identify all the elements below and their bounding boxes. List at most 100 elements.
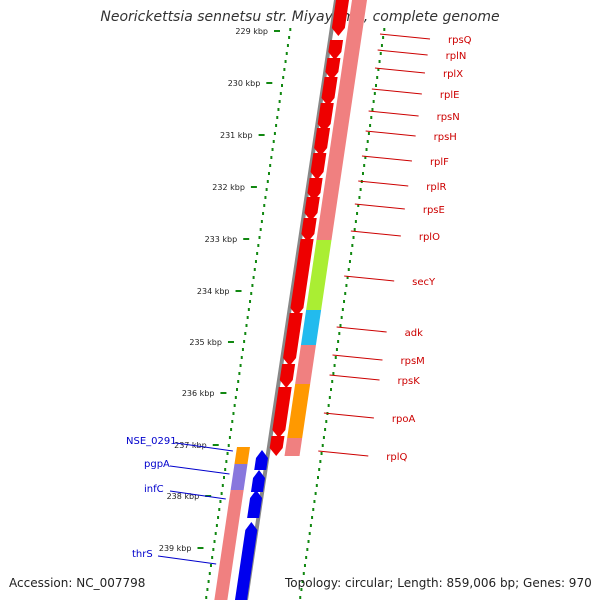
gc-dot (237, 380, 240, 383)
gc-dot (256, 252, 259, 255)
gc-dot (213, 540, 216, 543)
gc-dot (316, 476, 319, 479)
gene-arrow-blue (247, 490, 263, 518)
gc-dot (266, 180, 269, 183)
gene-arrow-red (272, 387, 292, 438)
gene-label-right: rpsM (400, 356, 424, 367)
gc-dot (328, 396, 331, 399)
gc-dot (341, 308, 344, 311)
gc-dot (282, 76, 285, 79)
gc-dot (225, 460, 228, 463)
gc-dot (243, 340, 246, 343)
cog-segment (284, 438, 303, 456)
gc-dot (302, 572, 305, 575)
gc-dot (205, 596, 208, 599)
gc-dot (283, 68, 286, 71)
gc-dot (332, 372, 335, 375)
tick-label: 234 kbp (197, 287, 230, 296)
gc-dot (236, 388, 239, 391)
gc-dot (363, 164, 366, 167)
gc-dot (233, 404, 236, 407)
gc-dot (308, 532, 311, 535)
gene-label-right: adk (405, 328, 423, 339)
map-title: Neorickettsia sennetsu str. Miyayama, co… (100, 9, 500, 25)
gc-dot (230, 428, 233, 431)
gc-dot (378, 60, 381, 63)
gene-arrow-red (279, 364, 296, 388)
gc-dot (364, 156, 367, 159)
gc-dot (365, 148, 368, 151)
label-leader (361, 155, 412, 162)
gc-dot (343, 300, 346, 303)
gc-dot (212, 548, 215, 551)
gc-dot (383, 28, 386, 31)
gc-dot (284, 60, 287, 63)
gene-arrow-red (304, 197, 320, 221)
gc-dot (338, 332, 341, 335)
gc-dot (260, 220, 263, 223)
gc-dot (206, 588, 209, 591)
gc-dot (234, 396, 237, 399)
label-leader (329, 374, 380, 381)
gene-arrow-red (331, 0, 349, 36)
gene-arrow-red (321, 77, 338, 106)
label-leader (332, 354, 383, 361)
gc-dot (267, 172, 270, 175)
label-leader (371, 88, 422, 95)
gc-dot (250, 292, 253, 295)
gc-dot (327, 404, 330, 407)
gc-dot (366, 140, 369, 143)
gene-label-left: pgpA (144, 459, 170, 470)
gc-dot (318, 468, 321, 471)
gc-dot (238, 372, 241, 375)
gc-dot (214, 532, 217, 535)
gc-dot (257, 244, 260, 247)
label-leader (336, 326, 387, 333)
gc-dot (209, 564, 212, 567)
gc-dot (246, 316, 249, 319)
gc-dot (288, 36, 291, 39)
gene-arrow-red (283, 313, 303, 366)
gc-dot (321, 444, 324, 447)
cog-track (214, 0, 367, 600)
gc-dot (276, 116, 279, 119)
cog-segment (316, 0, 367, 240)
gc-dot (324, 428, 327, 431)
gc-dot (379, 52, 382, 55)
label-leader (323, 412, 374, 419)
gc-dot (245, 324, 248, 327)
gc-dot (345, 284, 348, 287)
gc-dot (369, 124, 372, 127)
gc-dot (281, 84, 284, 87)
tick-label: 230 kbp (228, 79, 261, 88)
label-leader-left (175, 442, 233, 452)
label-leader (365, 130, 416, 137)
gc-dot (219, 500, 222, 503)
gc-dot (331, 380, 334, 383)
gc-dot (215, 524, 218, 527)
gc-dot (337, 340, 340, 343)
gene-label-left: infC (144, 484, 164, 495)
gc-dot (354, 220, 357, 223)
gene-labels: rpsQ rplN rplX rplE rpsN rpsH rplF rplR rpsE rplO… (126, 33, 472, 565)
gc-dot (371, 108, 374, 111)
gc-dot (373, 92, 376, 95)
gc-dot (240, 356, 243, 359)
gc-dot (270, 156, 273, 159)
gc-dot (262, 212, 265, 215)
gc-dot (207, 580, 210, 583)
gc-dot (247, 308, 250, 311)
label-leader (374, 67, 426, 74)
gc-dot (286, 44, 289, 47)
gene-arrow-red (307, 178, 323, 201)
gc-dot (344, 292, 347, 295)
gc-dot (320, 452, 323, 455)
gc-dot (277, 108, 280, 111)
label-leader (344, 275, 395, 282)
gc-dot (217, 516, 220, 519)
gc-dot (376, 76, 379, 79)
gc-dot (221, 484, 224, 487)
gene-arrow-red (269, 436, 285, 456)
gc-dot (208, 572, 211, 575)
gc-dot (279, 92, 282, 95)
